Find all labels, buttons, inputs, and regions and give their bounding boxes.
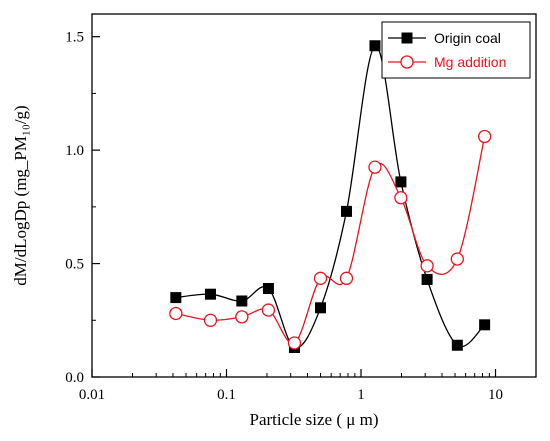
data-point — [339, 271, 354, 285]
y-axis: 0.0 0.5 1.0 1.5 — [65, 30, 100, 386]
data-point — [479, 319, 491, 331]
y-tick-label: 1.5 — [65, 30, 84, 46]
legend-items: Origin coal Mg addition — [388, 30, 506, 70]
data-point — [394, 191, 408, 205]
x-tick-label: 10 — [488, 387, 503, 403]
data-point — [204, 288, 216, 300]
data-point — [169, 306, 183, 321]
legend-label: Mg addition — [434, 54, 506, 70]
legend-item: Mg addition — [388, 54, 506, 70]
x-tick-label: 0.1 — [217, 387, 236, 403]
legend-box — [381, 21, 531, 79]
y-tick-label: 0.0 — [65, 370, 84, 386]
y-tick-label: 1.0 — [65, 143, 84, 159]
series-0 — [170, 40, 491, 354]
plot-area — [91, 13, 537, 378]
legend-label: Origin coal — [434, 30, 501, 46]
x-axis: 0.01 0.1 1 10 — [79, 369, 503, 403]
legend-marker — [401, 32, 413, 44]
data-point — [477, 129, 492, 144]
data-point — [313, 271, 328, 285]
data-point — [368, 160, 382, 174]
data-point — [315, 302, 327, 314]
y-axis-title: dM/dLogDp (mg_PM₁₀/g) — [11, 105, 30, 285]
legend: Origin coal Mg addition — [381, 21, 531, 79]
data-point — [170, 292, 182, 304]
data-point — [450, 252, 464, 266]
data-point — [261, 303, 276, 317]
series-1 — [169, 129, 492, 350]
legend-marker — [400, 55, 414, 69]
x-tick-label: 1 — [357, 387, 365, 403]
data-point — [287, 336, 302, 350]
data-point — [236, 295, 248, 307]
plot-frame — [91, 13, 537, 378]
series-line — [175, 45, 486, 349]
series-line — [175, 136, 486, 344]
data-point — [235, 310, 249, 324]
data-point — [340, 205, 352, 217]
x-axis-title: Particle size ( μ m) — [249, 410, 378, 429]
data-point — [262, 283, 274, 295]
y-tick-label: 0.5 — [65, 257, 84, 273]
series-layer — [169, 40, 492, 354]
data-point — [451, 339, 463, 351]
data-point — [421, 273, 433, 285]
data-point — [395, 176, 407, 188]
data-point — [203, 313, 218, 327]
data-point — [369, 40, 381, 52]
legend-item: Origin coal — [388, 30, 501, 46]
data-point — [420, 259, 434, 273]
x-tick-label: 0.01 — [79, 387, 105, 403]
